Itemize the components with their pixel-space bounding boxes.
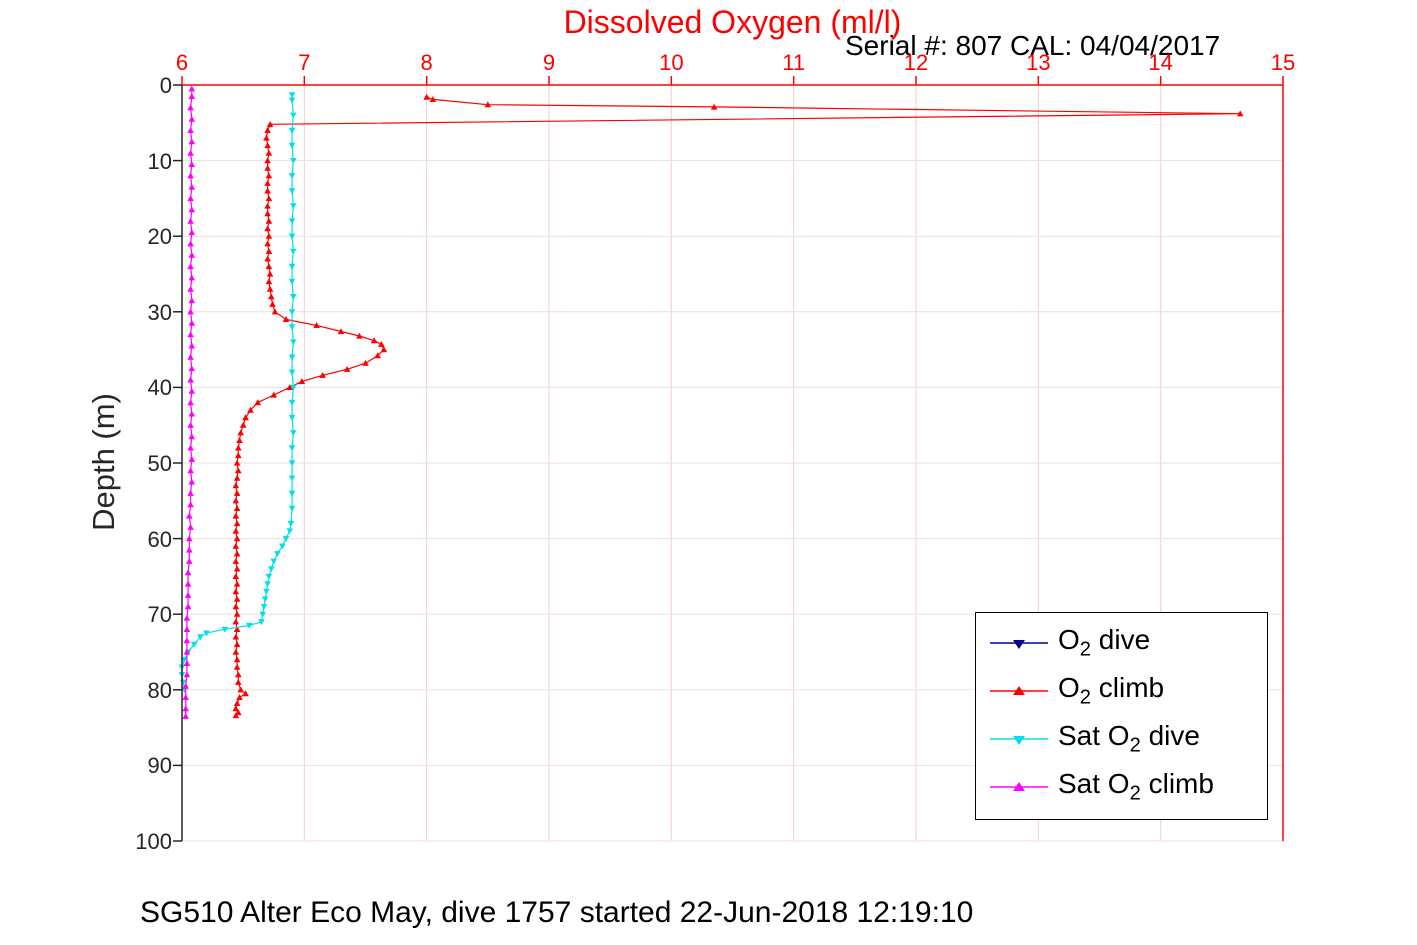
legend-label-o2-dive: O2 dive bbox=[1058, 624, 1150, 662]
legend-item-sat-o2-climb: Sat O2 climb bbox=[988, 763, 1267, 811]
legend-label-part: dive bbox=[1140, 720, 1200, 752]
legend-label-part: dive bbox=[1091, 624, 1151, 656]
figure-caption: SG510 Alter Eco May, dive 1757 started 2… bbox=[140, 896, 974, 929]
x-tick-label: 11 bbox=[782, 50, 806, 75]
x-tick-label: 8 bbox=[420, 50, 433, 75]
x-tick-label: 15 bbox=[1270, 50, 1296, 75]
legend-label-part: Sat O bbox=[1058, 768, 1130, 800]
x-tick-label: 13 bbox=[1026, 50, 1051, 75]
o2-dive-line-marker-icon bbox=[988, 632, 1050, 654]
y-tick-label: 70 bbox=[147, 602, 172, 628]
legend-label-o2-climb: O2 climb bbox=[1058, 672, 1164, 710]
serial-cal-annotation: Serial #: 807 CAL: 04/04/2017 bbox=[845, 30, 1221, 61]
legend-item-o2-climb: O2 climb bbox=[988, 667, 1267, 715]
legend-label-subscript: 2 bbox=[1129, 782, 1141, 805]
x-tick-label: 10 bbox=[659, 50, 684, 75]
x-tick-label: 7 bbox=[298, 50, 311, 75]
legend-label-part: climb bbox=[1140, 768, 1214, 800]
y-tick-label: 0 bbox=[159, 73, 172, 98]
y-tick-label: 20 bbox=[147, 224, 172, 250]
y-tick-label: 40 bbox=[147, 375, 172, 401]
legend-label-sat-o2-climb: Sat O2 climb bbox=[1058, 768, 1214, 806]
x-tick-label: 9 bbox=[542, 50, 556, 75]
legend-label-part: climb bbox=[1091, 672, 1165, 704]
sat-o2-climb-line-marker-icon bbox=[988, 776, 1050, 798]
legend-label-part: Sat O bbox=[1058, 720, 1130, 752]
legend-label-sat-o2-dive: Sat O2 dive bbox=[1058, 720, 1200, 758]
x-tick-label: 14 bbox=[1148, 50, 1173, 75]
o2-climb-line-marker-icon bbox=[988, 680, 1050, 702]
chart-title: Dissolved Oxygen (ml/l) bbox=[563, 4, 902, 40]
y-tick-label: 10 bbox=[147, 148, 172, 174]
legend-label-subscript: 2 bbox=[1079, 638, 1091, 661]
legend-label-part: O bbox=[1058, 672, 1080, 704]
x-tick-label: 6 bbox=[175, 50, 189, 75]
y-tick-label: 80 bbox=[147, 677, 172, 703]
legend-label-part: O bbox=[1058, 624, 1080, 656]
y-tick-label: 60 bbox=[147, 526, 172, 552]
y-tick-label: 100 bbox=[135, 829, 172, 854]
legend-label-subscript: 2 bbox=[1129, 734, 1141, 757]
legend-item-o2-dive: O2 dive bbox=[988, 619, 1267, 667]
y-tick-label: 50 bbox=[147, 451, 172, 476]
legend-item-sat-o2-dive: Sat O2 dive bbox=[988, 715, 1267, 763]
x-tick-label: 12 bbox=[903, 50, 929, 75]
sat-o2-dive-line-marker-icon bbox=[988, 728, 1050, 750]
legend-label-subscript: 2 bbox=[1079, 686, 1091, 709]
y-tick-label: 30 bbox=[147, 299, 172, 325]
y-tick-label: 90 bbox=[147, 753, 172, 779]
legend: O2 dive O2 climb Sat O2 dive Sat O2 clim… bbox=[975, 612, 1268, 820]
